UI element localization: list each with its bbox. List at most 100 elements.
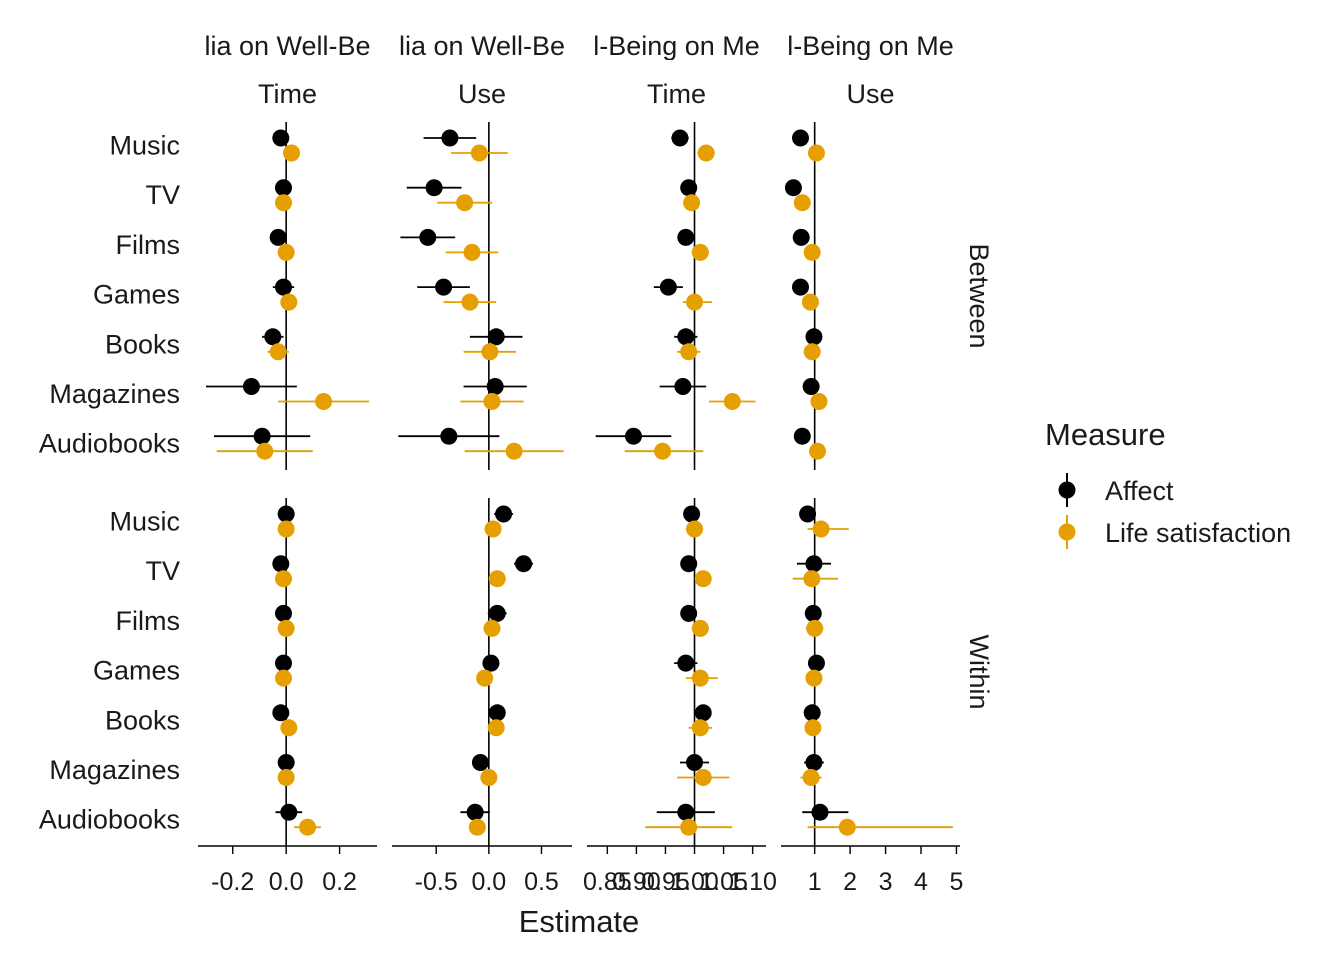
data-point [483, 393, 501, 410]
column-strip-title: l-Being on Me [787, 31, 954, 61]
category-label: Books [105, 705, 180, 735]
column-strip-title: lia on Well-Be [399, 31, 565, 61]
data-point [694, 769, 712, 786]
data-point [680, 818, 698, 836]
data-point [697, 144, 715, 162]
data-point [483, 619, 501, 637]
column-strip-subtitle: Time [258, 79, 317, 109]
data-point [691, 669, 709, 687]
row-strips: Between Within [964, 243, 994, 709]
data-point [677, 328, 695, 346]
data-point [274, 570, 292, 588]
category-label: Books [105, 329, 180, 359]
x-tick-label: 1.05 [699, 868, 748, 896]
legend-affect-label: Affect [1105, 476, 1174, 506]
data-point [274, 604, 292, 622]
panel-2-between [595, 122, 756, 470]
plot-panels [206, 122, 953, 846]
data-point [505, 442, 523, 460]
data-point [488, 704, 506, 722]
data-point [274, 278, 292, 296]
panel-2-within [645, 498, 733, 846]
data-point [805, 555, 823, 573]
panel-3-within [792, 498, 953, 846]
column-strip-title: lia on Well-Be [204, 31, 370, 61]
category-label: TV [145, 180, 180, 210]
column-strip-title: l-Being on Me [593, 31, 760, 61]
data-point [723, 393, 741, 410]
data-point [807, 144, 825, 162]
column-strip-subtitle: Use [458, 79, 506, 109]
data-point [277, 769, 295, 786]
data-point [802, 378, 820, 395]
legend-affect-marker [1058, 481, 1076, 499]
data-point [680, 555, 698, 573]
x-tick-label: -0.2 [211, 868, 254, 896]
data-point [484, 520, 502, 538]
legend-life-satisfaction-label: Life satisfaction [1105, 518, 1291, 548]
row-strip-label: Between [964, 243, 994, 348]
x-tick-label: 0.85 [583, 868, 632, 896]
data-point [677, 803, 695, 821]
data-point [784, 179, 802, 197]
x-tick-label: 0.95 [641, 868, 690, 896]
panel-3-between [784, 122, 828, 470]
data-point [242, 378, 260, 395]
legend: Measure Affect Life satisfaction [1045, 417, 1291, 549]
data-point [441, 129, 459, 147]
data-point [691, 719, 709, 737]
x-tick-label: 0.90 [612, 868, 661, 896]
data-point [803, 243, 821, 261]
data-point [264, 328, 282, 346]
data-point [793, 427, 811, 445]
data-point [686, 520, 704, 538]
data-point [680, 604, 698, 622]
data-point [425, 179, 443, 197]
data-point [274, 669, 292, 687]
data-point [272, 129, 290, 147]
data-point [419, 228, 437, 246]
category-label: TV [145, 556, 180, 586]
category-label: Audiobooks [39, 429, 180, 459]
data-point [806, 619, 824, 637]
data-point [683, 505, 701, 523]
x-tick-label: 5 [950, 868, 964, 896]
data-point [486, 378, 504, 395]
data-point [253, 427, 271, 445]
data-point [515, 555, 533, 573]
data-point [677, 654, 695, 672]
data-point [280, 803, 298, 821]
x-tick-label: 1 [808, 868, 822, 896]
data-point [802, 769, 820, 786]
data-point [805, 669, 823, 687]
data-point [686, 293, 704, 311]
x-tick-label: -0.5 [415, 868, 458, 896]
data-point [272, 704, 290, 722]
data-point [691, 619, 709, 637]
data-point [805, 754, 823, 771]
data-point [804, 604, 822, 622]
data-point [277, 619, 295, 637]
data-point [805, 328, 823, 346]
data-point [803, 343, 821, 361]
category-label: Music [109, 507, 180, 537]
data-point [793, 194, 811, 212]
legend-life-satisfaction-marker [1058, 523, 1076, 541]
data-point [256, 442, 274, 460]
x-tick-label: 1.00 [670, 868, 719, 896]
data-point [691, 243, 709, 261]
data-point [466, 803, 484, 821]
data-point [488, 570, 506, 588]
x-axis-title: Estimate [519, 904, 640, 939]
data-point [680, 179, 698, 197]
x-tick-label: 4 [914, 868, 928, 896]
data-point [476, 669, 494, 687]
data-point [482, 654, 500, 672]
data-point [269, 343, 287, 361]
data-point [277, 754, 295, 771]
data-point [683, 194, 701, 212]
data-point [812, 520, 830, 538]
data-point [680, 343, 698, 361]
x-tick-label: 3 [879, 868, 893, 896]
